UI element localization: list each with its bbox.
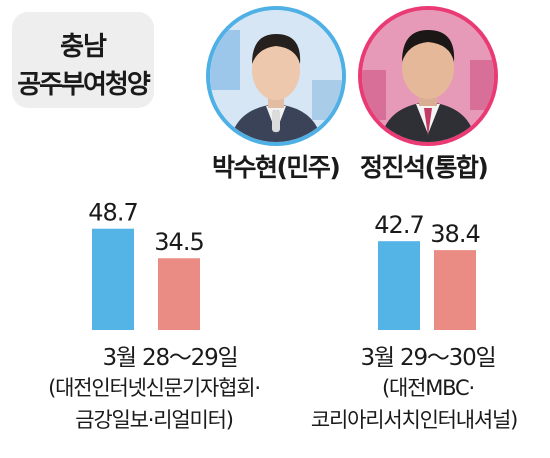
- candidate-1-photo-icon: [210, 10, 342, 142]
- poll-1-source-line1: (대전인터넷신문기자협회·: [48, 376, 261, 400]
- candidate-2-portrait: [358, 6, 498, 146]
- value-label-candidate-1-poll-1: 48.7: [88, 199, 137, 227]
- candidate-2-photo-icon: [362, 10, 494, 142]
- value-label-candidate-2-poll-2: 38.4: [430, 220, 479, 248]
- bar-candidate-1-poll-2: [378, 241, 420, 330]
- poll-2-date: 3월 29～30일: [360, 345, 497, 371]
- value-label-candidate-2-poll-1: 34.5: [154, 228, 203, 256]
- poll-1-date: 3월 28～29일: [102, 345, 239, 371]
- poll-2-source-line1: (대전MBC·: [382, 376, 475, 400]
- bar-candidate-1-poll-1: [92, 228, 134, 330]
- candidate-2-name: 정진석(통합): [360, 153, 489, 182]
- region-district: 공주부여청양: [17, 70, 151, 100]
- bar-candidate-2-poll-1: [158, 258, 200, 330]
- bar-candidate-2-poll-2: [434, 250, 476, 330]
- region-label-box: 충남 공주부여청양: [12, 12, 154, 108]
- value-label-candidate-1-poll-2: 42.7: [374, 211, 423, 239]
- region-province: 충남: [60, 32, 107, 62]
- poll-1-source-line2: 금강일보·리얼미터): [75, 408, 234, 432]
- candidate-1-portrait: [206, 6, 346, 146]
- candidate-1-name: 박수현(민주): [212, 153, 341, 182]
- poll-2-source-line2: 코리아리서치인터내셔널): [310, 408, 519, 432]
